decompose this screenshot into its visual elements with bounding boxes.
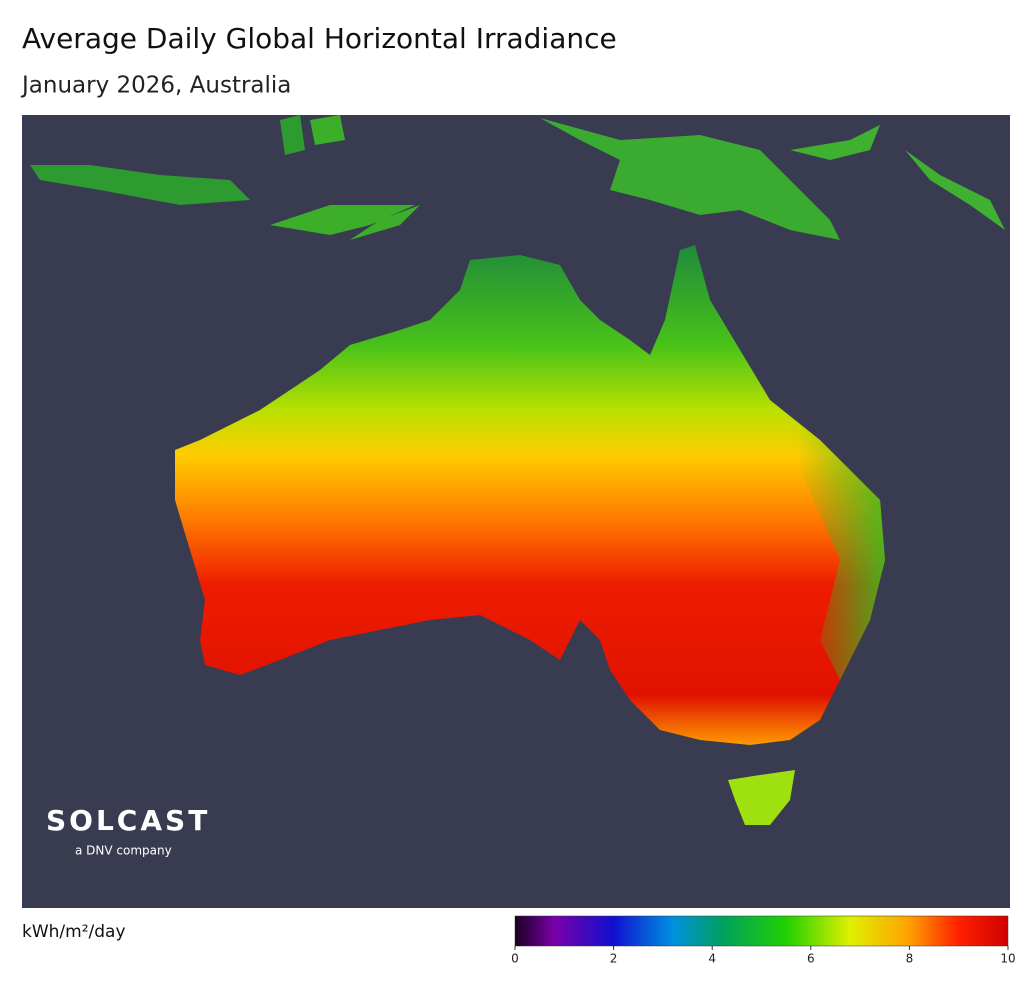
colorbar-tick-label: 0 xyxy=(511,952,519,966)
logo: SOLCAST xyxy=(46,804,210,837)
colorbar-tick-label: 6 xyxy=(807,952,815,966)
subtitle: January 2026, Australia xyxy=(20,73,291,99)
islands xyxy=(30,115,1005,240)
australia-east-coast xyxy=(665,245,885,680)
colorbar-tick-label: 8 xyxy=(906,952,914,966)
tasmania xyxy=(728,770,795,825)
colorbar-tick-label: 4 xyxy=(708,952,716,966)
colorbar xyxy=(514,915,1009,947)
colorbar-tick-label: 10 xyxy=(1000,952,1015,966)
colorbar-tick-label: 2 xyxy=(610,952,618,966)
title: Average Daily Global Horizontal Irradian… xyxy=(22,22,617,55)
colorbar-label: kWh/m²/day xyxy=(22,922,126,942)
logo-tagline: a DNV company xyxy=(75,844,172,858)
